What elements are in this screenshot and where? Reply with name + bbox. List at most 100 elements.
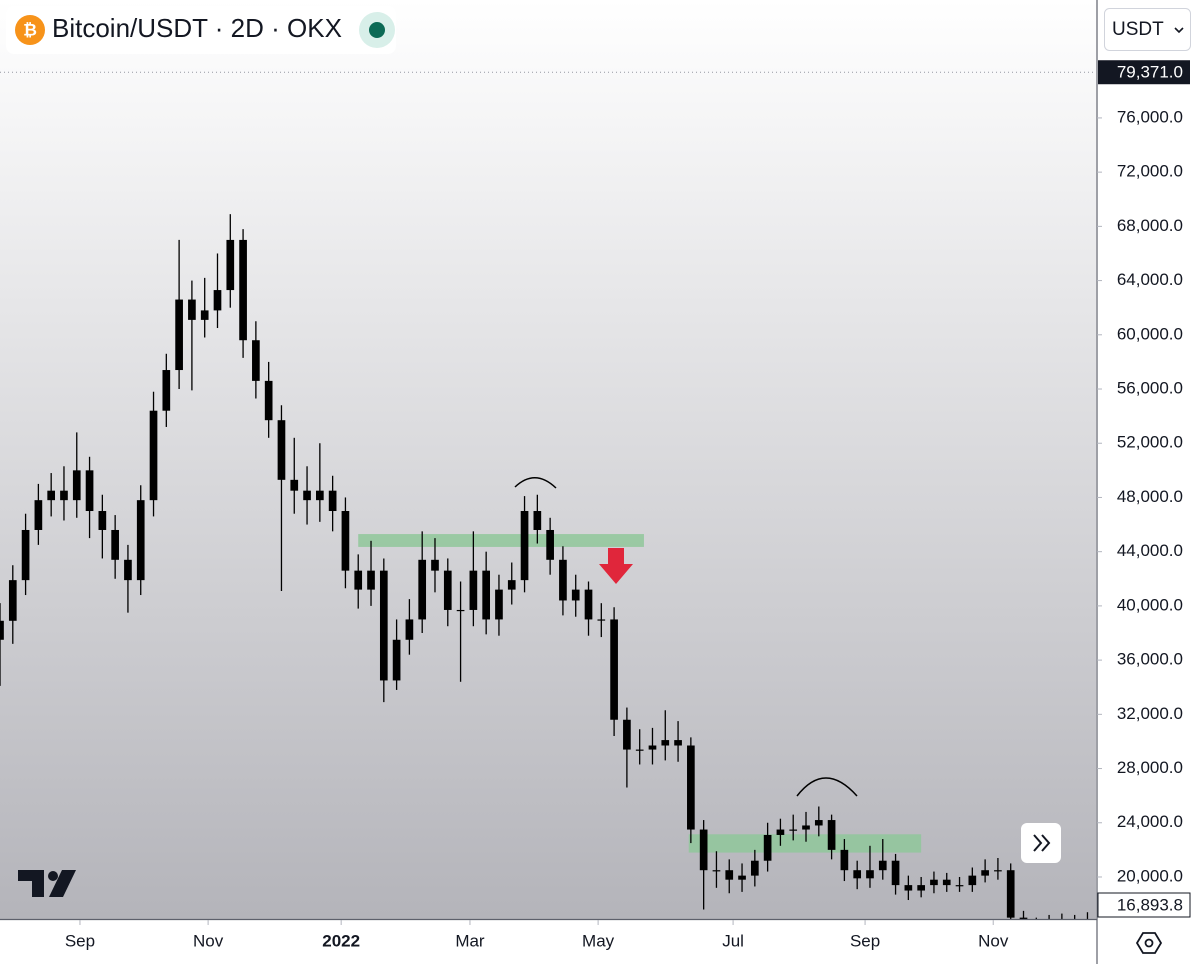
candle-body xyxy=(341,511,350,571)
candle-body xyxy=(290,479,299,491)
candle-body xyxy=(252,340,260,381)
scroll-icon[interactable] xyxy=(1033,834,1051,852)
candle-body xyxy=(34,500,43,530)
candle-body xyxy=(917,885,925,891)
candle-body xyxy=(124,559,132,581)
candle-body xyxy=(853,870,862,879)
candle-body xyxy=(303,490,311,501)
candle-body xyxy=(8,580,17,621)
plot-background xyxy=(0,0,1096,919)
candle-body xyxy=(776,829,785,835)
candle-body xyxy=(699,829,708,871)
y-tick-label: 72,000.0 xyxy=(1117,162,1183,181)
candle-body xyxy=(111,529,119,560)
candle-body xyxy=(47,490,56,501)
bitcoin-icon xyxy=(15,15,45,45)
candle-body xyxy=(994,870,1002,872)
y-tick-label: 52,000.0 xyxy=(1117,433,1183,452)
candle-body xyxy=(507,580,516,590)
candle-body xyxy=(60,490,68,501)
candle-body xyxy=(1019,917,1028,919)
candle-body xyxy=(955,885,964,887)
candle-body xyxy=(264,380,273,421)
candle-body xyxy=(367,570,375,590)
price-marker-label: 16,893.8 xyxy=(1117,895,1183,914)
candle-body xyxy=(866,870,874,879)
candle-body xyxy=(495,589,503,620)
candle-body xyxy=(968,875,977,886)
y-tick-label: 24,000.0 xyxy=(1117,812,1183,831)
price-marker-label: 79,371.0 xyxy=(1117,63,1183,82)
candle-body xyxy=(904,885,913,891)
candle-body xyxy=(687,745,695,830)
candle-body xyxy=(840,849,849,871)
candle-body xyxy=(316,490,324,501)
candle-body xyxy=(149,410,158,501)
dropdown-caret[interactable] xyxy=(1174,27,1184,34)
candle-body xyxy=(814,820,823,826)
x-tick-label: Jul xyxy=(722,931,744,950)
candle-body xyxy=(802,825,810,830)
candle-body xyxy=(175,299,183,371)
candle-body xyxy=(597,619,606,621)
candle-body xyxy=(226,239,235,291)
candle-body xyxy=(1045,920,1053,923)
candle-body xyxy=(162,370,171,411)
candle-body xyxy=(379,570,388,681)
candle-body xyxy=(239,239,247,341)
candle-body xyxy=(213,290,222,311)
y-tick-label: 32,000.0 xyxy=(1117,704,1183,723)
header-bg xyxy=(6,6,396,54)
candle-body xyxy=(942,879,951,886)
candle-body xyxy=(878,860,887,871)
tv-logo xyxy=(18,870,76,897)
candle-body xyxy=(200,310,209,320)
candle-body xyxy=(930,879,938,886)
candle-body xyxy=(456,609,465,612)
candle-body xyxy=(0,620,4,640)
candle-body xyxy=(1032,923,1040,926)
bitcoin-symbol: ₿ xyxy=(23,20,37,39)
arc-annotation xyxy=(514,477,557,489)
candle-body xyxy=(738,875,746,880)
candle-body xyxy=(648,745,657,750)
status-dot xyxy=(369,22,385,38)
candle-body xyxy=(354,570,363,590)
candle-body xyxy=(763,834,772,861)
y-tick-label: 56,000.0 xyxy=(1117,379,1183,398)
candle-body xyxy=(443,570,452,610)
candle-body xyxy=(981,870,989,876)
price-marker-box xyxy=(1098,60,1190,85)
candle-body xyxy=(136,500,145,581)
candle-body xyxy=(533,511,542,530)
zone xyxy=(358,534,644,547)
candle-body xyxy=(610,619,618,720)
candle-body xyxy=(891,860,900,886)
candle-body xyxy=(623,719,631,750)
candle-body xyxy=(21,529,30,581)
y-tick-label: 28,000.0 xyxy=(1117,758,1183,777)
y-tick-label: 64,000.0 xyxy=(1117,270,1183,289)
candle-body xyxy=(584,589,593,620)
candle-body xyxy=(750,860,759,876)
currency-button[interactable] xyxy=(1104,8,1191,51)
x-tick-label: May xyxy=(582,931,615,950)
settings-icon[interactable] xyxy=(1135,932,1163,954)
candle-body xyxy=(789,829,798,831)
currency-label[interactable]: USDT xyxy=(1112,19,1164,40)
plot-area xyxy=(0,214,1089,926)
candle-body xyxy=(85,470,94,512)
y-tick-label: 44,000.0 xyxy=(1117,541,1183,560)
candle-body xyxy=(827,820,836,850)
candle-body xyxy=(725,870,734,880)
price-marker-box xyxy=(1097,892,1191,918)
candle-body xyxy=(98,511,107,530)
candle-body xyxy=(72,470,81,501)
candle-body xyxy=(520,511,529,581)
y-tick-label: 48,000.0 xyxy=(1117,487,1183,506)
candle-body xyxy=(559,559,567,601)
x-tick-label: Nov xyxy=(978,931,1009,950)
y-tick-label: 36,000.0 xyxy=(1117,650,1183,669)
candle-body xyxy=(405,619,414,640)
